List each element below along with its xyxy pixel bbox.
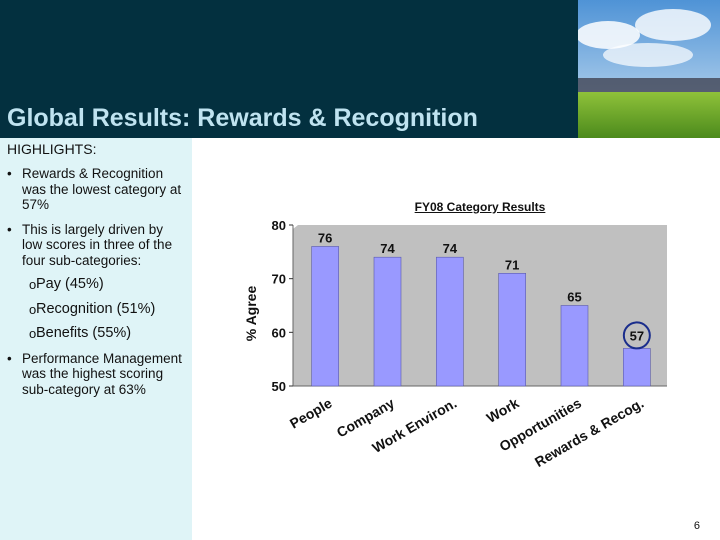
- bullet-dot-icon: •: [7, 350, 12, 366]
- bullet-text: Performance Management was the highest s…: [22, 350, 182, 397]
- sub-bullet-text: Pay (45%): [36, 276, 104, 292]
- highlights-panel: [0, 138, 192, 540]
- y-axis-label: % Agree: [243, 286, 259, 342]
- bar: [311, 246, 339, 387]
- data-label: 71: [505, 257, 519, 272]
- bullet-dot-icon: •: [7, 166, 12, 181]
- highlight-ring: [622, 321, 651, 350]
- bullet-item: • This is largely driven by low scores i…: [6, 222, 186, 269]
- sub-bullet-text: Recognition (51%): [36, 300, 156, 317]
- y-tick-label: 50: [272, 379, 286, 394]
- bar: [560, 305, 589, 387]
- y-tick-label: 70: [272, 272, 286, 287]
- highlights-list: • Rewards & Recognition was the lowest c…: [6, 166, 186, 406]
- x-tick-label: Work: [484, 395, 522, 426]
- bullet-text: This is largely driven by low scores in …: [22, 221, 173, 268]
- ring-bullet-icon: o: [29, 301, 37, 317]
- page-number: 6: [693, 520, 700, 532]
- data-label: 65: [567, 290, 581, 305]
- sub-bullet-item: o Pay (45%): [6, 276, 186, 293]
- ring-bullet-icon: o: [29, 277, 37, 292]
- bullet-item: • Performance Management was the highest…: [6, 351, 186, 398]
- bullet-item: • Rewards & Recognition was the lowest c…: [6, 166, 186, 213]
- sub-bullet-item: o Recognition (51%): [6, 300, 186, 318]
- header-photo: [578, 0, 720, 138]
- sub-bullet-text: Benefits (55%): [36, 325, 132, 341]
- sub-bullet-item: o Benefits (55%): [6, 325, 186, 342]
- chart-title: FY08 Category Results: [414, 200, 546, 214]
- highlights-heading: HIGHLIGHTS:: [7, 141, 97, 157]
- bar: [498, 272, 526, 387]
- data-label: 57: [630, 328, 644, 343]
- bar: [623, 348, 651, 387]
- ring-bullet-icon: o: [29, 326, 37, 341]
- bar: [436, 256, 464, 387]
- bullet-text: Rewards & Recognition was the lowest cat…: [22, 166, 182, 212]
- data-label: 74: [443, 241, 458, 256]
- y-tick-label: 60: [272, 325, 286, 340]
- x-tick-label: People: [287, 395, 335, 432]
- y-tick-label: 80: [272, 218, 286, 233]
- bar: [373, 256, 402, 387]
- data-label: 74: [380, 241, 395, 256]
- bullet-dot-icon: •: [7, 221, 12, 237]
- plot-background: [293, 225, 667, 386]
- x-tick-label: Rewards & Recog.: [532, 395, 646, 470]
- data-label: 76: [318, 230, 332, 245]
- slide-title: Global Results: Rewards & Recognition: [7, 104, 478, 132]
